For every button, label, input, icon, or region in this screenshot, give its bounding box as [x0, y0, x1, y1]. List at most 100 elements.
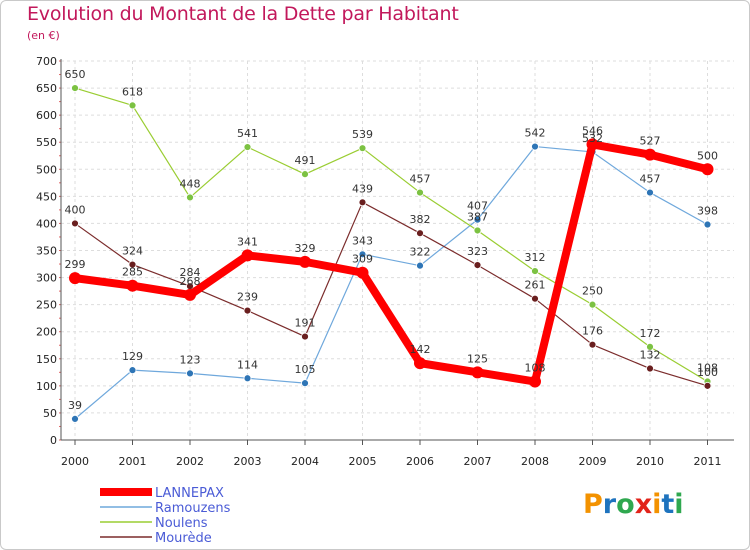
data-label-ramouzens: 343	[352, 234, 373, 247]
data-label-noulens: 457	[410, 173, 431, 186]
logo-letter: P	[583, 489, 603, 520]
x-tick-label: 2006	[406, 455, 434, 468]
data-label-lannepax: 309	[352, 253, 373, 266]
data-point-ramouzens	[358, 250, 367, 259]
data-point-mour-de	[588, 340, 597, 349]
data-label-mour-de: 261	[525, 279, 546, 292]
data-point-mour-de	[71, 219, 79, 228]
logo-letter: o	[616, 489, 635, 520]
data-point-ramouzens	[531, 142, 539, 151]
data-label-mour-de: 284	[180, 266, 201, 279]
data-label-lannepax: 268	[180, 275, 201, 288]
data-label-noulens: 650	[65, 68, 86, 81]
data-label-ramouzens: 123	[180, 353, 201, 366]
data-point-lannepax	[184, 288, 196, 301]
data-label-lannepax: 341	[237, 235, 258, 248]
x-tick-label: 2003	[234, 455, 262, 468]
y-tick-label: 450	[36, 190, 57, 203]
data-label-noulens: 448	[180, 177, 201, 190]
data-label-ramouzens: 407	[467, 200, 488, 213]
data-point-noulens	[531, 267, 539, 275]
axis-layer: 0 50 100 150 200 250 300 350 400 450 500 550 600 650 7…	[36, 55, 734, 468]
legend-label-ramouzens: Ramouzens	[155, 501, 231, 516]
data-point-noulens	[301, 170, 309, 179]
logo-letter: x	[634, 489, 653, 520]
data-point-noulens	[416, 188, 424, 197]
data-label-mour-de: 100	[697, 366, 718, 379]
data-point-mour-de	[358, 198, 367, 207]
data-label-mour-de: 324	[122, 245, 143, 258]
x-tick-label: 2004	[291, 455, 319, 468]
data-label-noulens: 541	[237, 127, 258, 140]
y-tick-label: 200	[36, 326, 57, 339]
legend-label-lannepax: LANNEPAX	[155, 486, 224, 501]
data-point-lannepax	[69, 272, 81, 285]
data-point-mour-de	[473, 261, 482, 270]
series-layer	[69, 84, 714, 423]
data-point-lannepax	[644, 148, 656, 161]
data-point-noulens	[473, 226, 482, 235]
logo-letter: i	[652, 489, 662, 520]
data-point-ramouzens	[186, 369, 194, 378]
data-label-noulens: 491	[295, 154, 316, 167]
data-label-lannepax: 142	[410, 343, 431, 356]
legend-label-mour-de: Mourède	[155, 531, 212, 546]
x-tick-label: 2011	[694, 455, 722, 468]
data-label-mour-de: 323	[467, 245, 488, 258]
data-label-noulens: 108	[697, 362, 718, 375]
data-label-lannepax: 125	[467, 352, 488, 365]
data-label-mour-de: 132	[640, 349, 661, 362]
data-point-noulens	[128, 101, 137, 110]
data-point-ramouzens	[646, 188, 654, 197]
data-point-lannepax	[241, 249, 254, 262]
data-label-mour-de: 239	[237, 291, 258, 304]
data-label-ramouzens: 105	[295, 363, 316, 376]
data-label-noulens: 387	[467, 210, 488, 223]
grid-layer	[61, 60, 734, 441]
chart-title: Evolution du Montant de la Dette par Hab…	[27, 3, 459, 25]
x-tick-label: 2009	[579, 455, 607, 468]
data-label-ramouzens: 542	[525, 127, 546, 140]
data-point-mour-de	[301, 332, 309, 341]
data-label-mour-de: 191	[295, 317, 316, 330]
series-line-noulens	[74, 87, 708, 383]
data-label-noulens: 618	[122, 85, 143, 98]
data-point-mour-de	[416, 229, 424, 238]
x-tick-label: 2000	[61, 455, 89, 468]
data-label-lannepax: 285	[122, 266, 143, 279]
data-label-lannepax: 299	[65, 258, 86, 271]
y-tick-label: 600	[36, 109, 57, 122]
data-label-noulens: 312	[525, 251, 546, 264]
data-label-ramouzens: 322	[410, 246, 431, 259]
data-point-lannepax	[356, 266, 369, 279]
data-label-lannepax: 527	[640, 135, 661, 148]
data-label-mour-de: 400	[65, 203, 86, 216]
data-point-ramouzens	[473, 215, 482, 224]
data-point-noulens	[358, 144, 367, 153]
logo-letter: r	[602, 489, 617, 520]
y-tick-label: 0	[50, 434, 57, 447]
y-tick-label: 400	[36, 217, 57, 230]
data-label-ramouzens: 532	[582, 132, 603, 145]
x-tick-label: 2008	[521, 455, 549, 468]
y-tick-label: 500	[36, 163, 57, 176]
data-label-ramouzens: 398	[697, 205, 718, 218]
data-point-ramouzens	[71, 414, 79, 423]
data-point-ramouzens	[301, 379, 309, 388]
data-label-noulens: 250	[582, 285, 603, 298]
x-tick-label: 2001	[119, 455, 147, 468]
series-line-lannepax	[74, 140, 709, 386]
x-tick-label: 2010	[636, 455, 664, 468]
data-point-mour-de	[531, 294, 539, 303]
data-label-noulens: 172	[640, 327, 661, 340]
logo-letter: i	[674, 489, 684, 520]
data-point-mour-de	[243, 306, 252, 315]
data-label-mour-de: 176	[582, 325, 603, 338]
data-point-lannepax	[126, 279, 139, 292]
data-point-mour-de	[128, 260, 137, 269]
data-label-lannepax: 500	[697, 149, 718, 162]
data-point-mour-de	[703, 381, 712, 390]
x-tick-label: 2007	[464, 455, 492, 468]
